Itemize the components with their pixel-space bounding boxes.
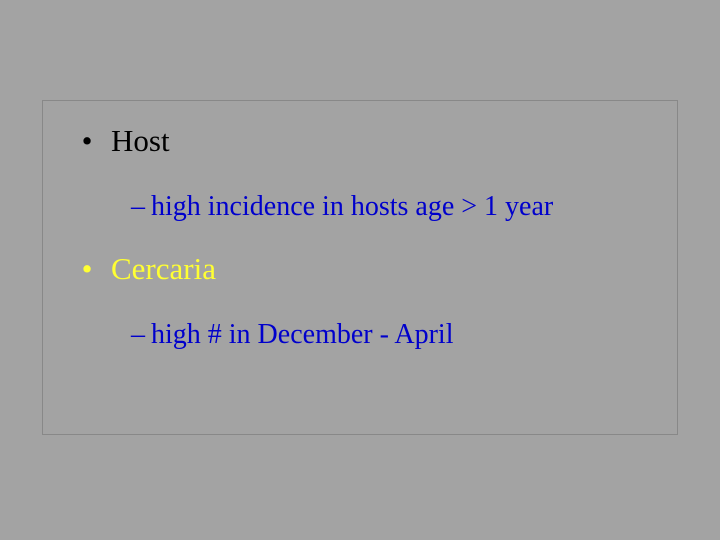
dash-icon: – bbox=[131, 191, 145, 223]
dash-icon: – bbox=[131, 319, 145, 351]
list-item: – high incidence in hosts age > 1 year bbox=[63, 191, 677, 223]
slide-content-box: • Host – high incidence in hosts age > 1… bbox=[42, 100, 678, 435]
list-item: • Host bbox=[63, 123, 677, 159]
bullet-text: high # in December - April bbox=[151, 319, 453, 351]
bullet-icon: • bbox=[63, 251, 111, 287]
list-item: • Cercaria bbox=[63, 251, 677, 287]
bullet-text: Cercaria bbox=[111, 251, 216, 287]
bullet-text: Host bbox=[111, 123, 170, 159]
bullet-text: high incidence in hosts age > 1 year bbox=[151, 191, 553, 223]
list-item: – high # in December - April bbox=[63, 319, 677, 351]
bullet-icon: • bbox=[63, 123, 111, 159]
